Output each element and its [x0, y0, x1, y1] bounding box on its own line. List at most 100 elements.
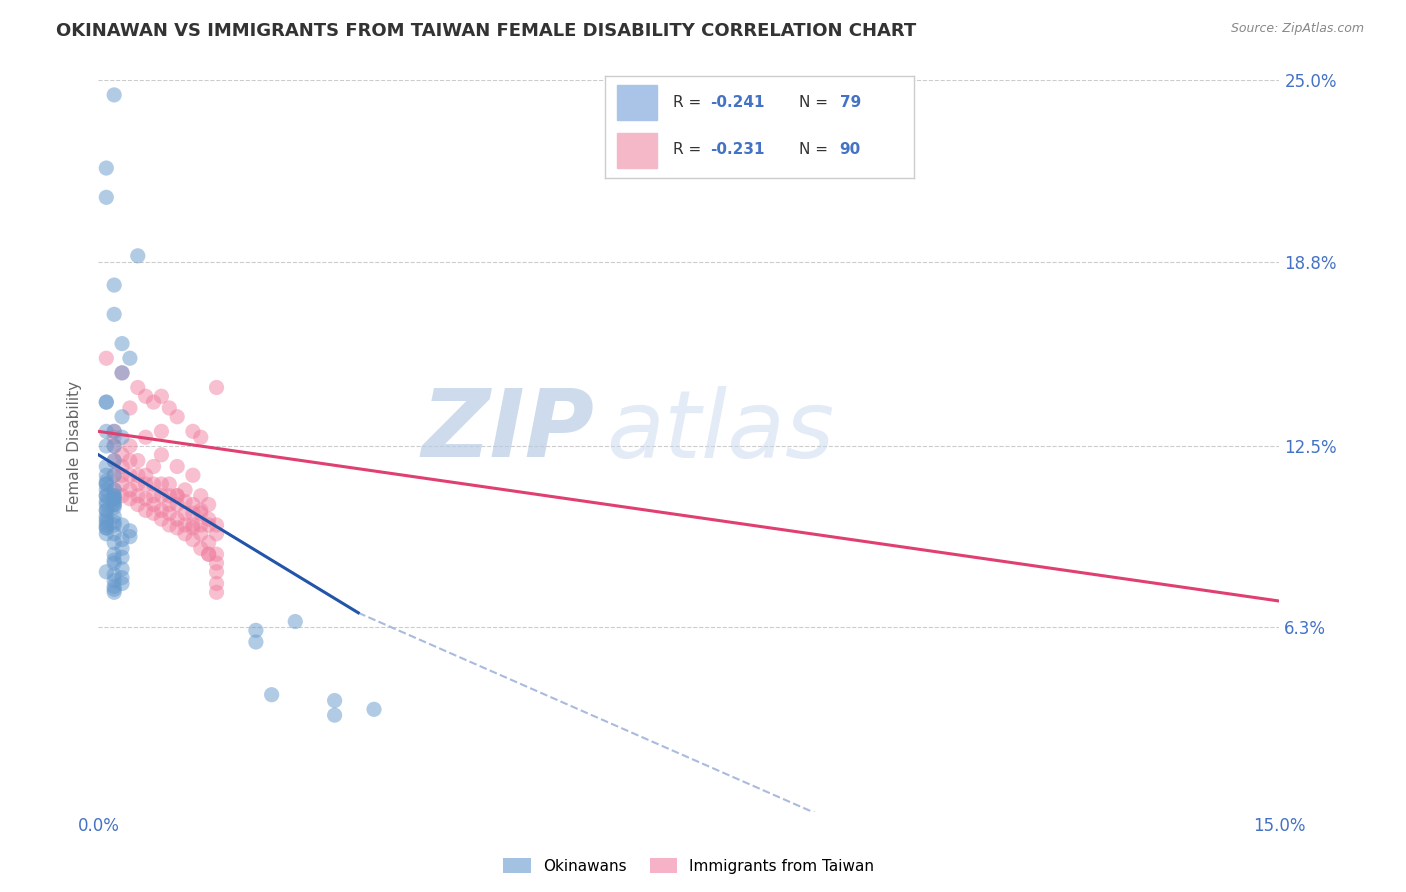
Point	[142, 395, 165, 409]
Point	[245, 635, 267, 649]
Point	[284, 615, 307, 629]
Point	[142, 506, 165, 520]
Point	[197, 498, 219, 512]
Point	[103, 425, 125, 439]
Text: N =: N =	[800, 95, 834, 110]
Point	[157, 477, 180, 491]
Point	[118, 351, 141, 366]
Point	[103, 585, 125, 599]
Point	[157, 498, 180, 512]
Point	[166, 459, 188, 474]
Point	[205, 380, 228, 394]
Point	[103, 430, 125, 444]
Point	[166, 489, 188, 503]
Point	[103, 582, 125, 597]
Point	[166, 498, 188, 512]
Point	[190, 430, 212, 444]
Point	[205, 547, 228, 561]
Point	[190, 503, 212, 517]
Point	[127, 477, 149, 491]
Point	[181, 518, 204, 533]
Point	[103, 494, 125, 508]
Point	[103, 425, 125, 439]
Point	[103, 489, 125, 503]
Point	[135, 389, 157, 403]
Point	[205, 565, 228, 579]
Point	[111, 409, 134, 424]
Point	[150, 389, 173, 403]
Point	[111, 541, 134, 556]
Text: -0.231: -0.231	[710, 142, 765, 157]
Point	[260, 688, 283, 702]
Point	[135, 491, 157, 506]
Point	[150, 425, 173, 439]
Point	[166, 521, 188, 535]
Point	[111, 430, 134, 444]
Point	[150, 448, 173, 462]
Point	[127, 249, 149, 263]
Point	[111, 533, 134, 547]
Point	[111, 366, 134, 380]
Point	[96, 518, 118, 533]
Point	[205, 556, 228, 570]
Point	[190, 506, 212, 520]
Point	[197, 547, 219, 561]
Point	[205, 576, 228, 591]
Point	[135, 503, 157, 517]
Text: Source: ZipAtlas.com: Source: ZipAtlas.com	[1230, 22, 1364, 36]
Point	[103, 483, 125, 497]
Point	[118, 453, 141, 467]
Y-axis label: Female Disability: Female Disability	[67, 380, 83, 512]
Point	[103, 518, 125, 533]
Point	[103, 498, 125, 512]
Point	[96, 498, 118, 512]
Point	[323, 708, 346, 723]
Point	[174, 483, 197, 497]
Point	[174, 518, 197, 533]
Point	[190, 526, 212, 541]
Point	[135, 430, 157, 444]
Text: OKINAWAN VS IMMIGRANTS FROM TAIWAN FEMALE DISABILITY CORRELATION CHART: OKINAWAN VS IMMIGRANTS FROM TAIWAN FEMAL…	[56, 22, 917, 40]
Point	[103, 87, 125, 102]
Point	[96, 474, 118, 488]
Point	[96, 521, 118, 535]
Point	[103, 515, 125, 529]
Point	[111, 336, 134, 351]
Point	[103, 278, 125, 293]
Point	[111, 489, 134, 503]
Point	[103, 491, 125, 506]
Point	[103, 535, 125, 549]
Point	[127, 489, 149, 503]
Point	[103, 468, 125, 483]
Point	[96, 395, 118, 409]
Point	[127, 468, 149, 483]
Point	[103, 468, 125, 483]
Point	[142, 459, 165, 474]
Text: R =: R =	[672, 142, 706, 157]
Point	[166, 512, 188, 526]
Point	[166, 489, 188, 503]
Point	[103, 483, 125, 497]
Text: -0.241: -0.241	[710, 95, 765, 110]
Point	[118, 524, 141, 538]
Point	[150, 512, 173, 526]
Point	[96, 439, 118, 453]
Point	[96, 565, 118, 579]
Point	[197, 547, 219, 561]
Point	[118, 530, 141, 544]
Point	[96, 161, 118, 175]
Point	[103, 307, 125, 321]
Point	[118, 483, 141, 497]
Point	[111, 518, 134, 533]
Point	[96, 526, 118, 541]
Point	[96, 509, 118, 524]
Point	[96, 477, 118, 491]
Point	[111, 366, 134, 380]
Point	[181, 498, 204, 512]
Point	[96, 468, 118, 483]
Point	[96, 512, 118, 526]
Bar	[617, 133, 657, 168]
Point	[118, 401, 141, 415]
Point	[103, 439, 125, 453]
Point	[197, 518, 219, 533]
